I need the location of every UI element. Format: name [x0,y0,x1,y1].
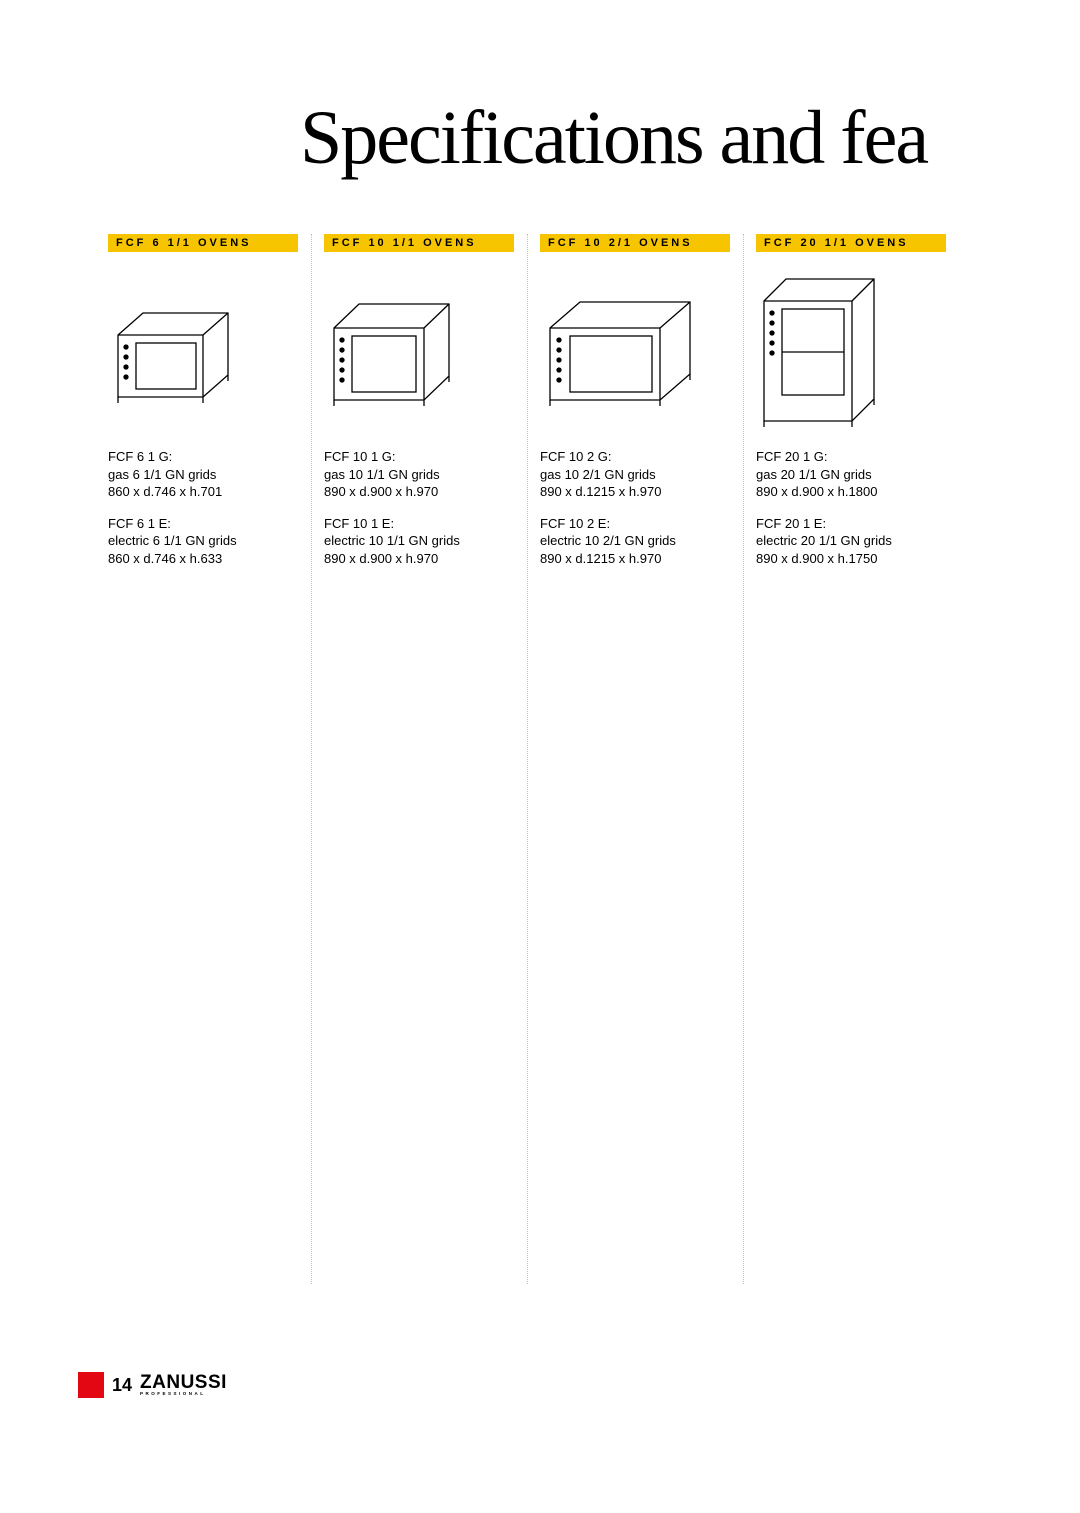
brand-block: ZANUSSI PROFESSIONAL [140,1374,227,1396]
spec-block: FCF 20 1 E: electric 20 1/1 GN grids 890… [756,515,946,568]
spec-model: FCF 6 1 E: [108,515,298,533]
col-header: FCF 10 2/1 OVENS [540,234,730,252]
spec-desc: gas 10 1/1 GN grids [324,466,514,484]
oven-icon [540,290,700,410]
spec-block: FCF 6 1 E: electric 6 1/1 GN grids 860 x… [108,515,298,568]
spec-columns: FCF 6 1/1 OVENS FCF 6 1 G: [108,234,946,581]
oven-icon [108,295,238,405]
spec-model: FCF 10 2 G: [540,448,730,466]
spec-block: FCF 10 2 E: electric 10 2/1 GN grids 890… [540,515,730,568]
oven-icon [324,290,459,410]
oven-illustration [324,270,514,430]
spec-desc: gas 20 1/1 GN grids [756,466,946,484]
spec-desc: electric 20 1/1 GN grids [756,532,946,550]
col-fcf-6: FCF 6 1/1 OVENS FCF 6 1 G: [108,234,298,581]
spec-model: FCF 10 1 E: [324,515,514,533]
spec-block: FCF 10 1 G: gas 10 1/1 GN grids 890 x d.… [324,448,514,501]
col-fcf-20: FCF 20 1/1 OVENS [756,234,946,581]
column-divider [311,234,312,1284]
spec-desc: gas 6 1/1 GN grids [108,466,298,484]
spec-model: FCF 10 2 E: [540,515,730,533]
spec-model: FCF 6 1 G: [108,448,298,466]
spec-dim: 890 x d.900 x h.1750 [756,550,946,568]
spec-block: FCF 10 2 G: gas 10 2/1 GN grids 890 x d.… [540,448,730,501]
footer-accent-square [78,1372,104,1398]
spec-dim: 890 x d.900 x h.970 [324,483,514,501]
spec-model: FCF 20 1 G: [756,448,946,466]
spec-desc: gas 10 2/1 GN grids [540,466,730,484]
col-header: FCF 10 1/1 OVENS [324,234,514,252]
spec-model: FCF 10 1 G: [324,448,514,466]
col-header: FCF 6 1/1 OVENS [108,234,298,252]
spec-block: FCF 10 1 E: electric 10 1/1 GN grids 890… [324,515,514,568]
col-fcf-10-2: FCF 10 2/1 OVENS [540,234,730,581]
spec-dim: 890 x d.900 x h.1800 [756,483,946,501]
spec-dim: 890 x d.1215 x h.970 [540,483,730,501]
oven-illustration [540,270,730,430]
oven-icon [756,271,881,429]
col-header: FCF 20 1/1 OVENS [756,234,946,252]
page-title: Specifications and fea [300,95,927,182]
column-divider [743,234,744,1284]
page-footer: 14 ZANUSSI PROFESSIONAL [78,1372,227,1398]
column-divider [527,234,528,1284]
spec-dim: 860 x d.746 x h.633 [108,550,298,568]
oven-illustration [108,270,298,430]
spec-desc: electric 6 1/1 GN grids [108,532,298,550]
spec-dim: 890 x d.1215 x h.970 [540,550,730,568]
brand-name: ZANUSSI [140,1374,227,1391]
page-number: 14 [112,1375,132,1396]
spec-dim: 860 x d.746 x h.701 [108,483,298,501]
col-fcf-10-1: FCF 10 1/1 OVENS [324,234,514,581]
spec-block: FCF 6 1 G: gas 6 1/1 GN grids 860 x d.74… [108,448,298,501]
spec-desc: electric 10 1/1 GN grids [324,532,514,550]
spec-dim: 890 x d.900 x h.970 [324,550,514,568]
spec-model: FCF 20 1 E: [756,515,946,533]
spec-desc: electric 10 2/1 GN grids [540,532,730,550]
oven-illustration [756,270,946,430]
spec-block: FCF 20 1 G: gas 20 1/1 GN grids 890 x d.… [756,448,946,501]
